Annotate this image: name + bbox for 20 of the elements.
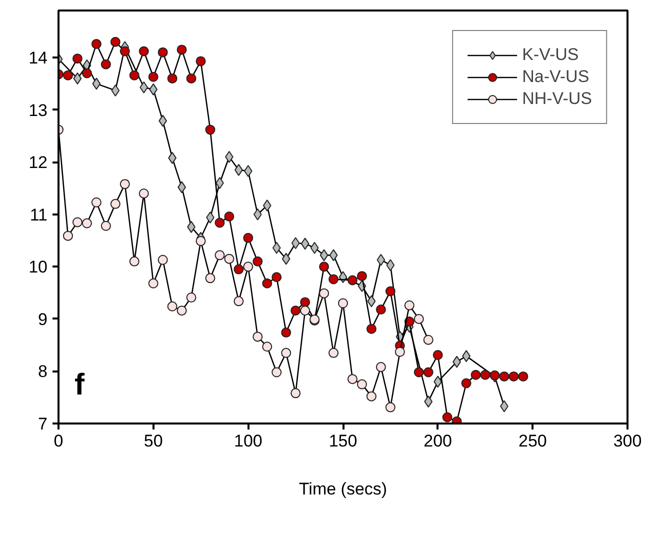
y-tick-label: 9 — [38, 310, 48, 329]
legend-label: Na-V-US — [522, 67, 590, 87]
y-tick-label: 14 — [28, 48, 48, 68]
annotation: f — [74, 368, 86, 402]
x-tick-label: 50 — [144, 432, 163, 450]
y-tick-label: 8 — [38, 362, 48, 382]
y-tick-label: 7 — [38, 414, 48, 434]
x-tick-label: 0 — [54, 432, 64, 450]
x-tick-label: 300 — [613, 432, 642, 450]
x-tick-label: 150 — [328, 432, 358, 450]
legend-label: K-V-US — [522, 45, 579, 65]
x-tick-label: 200 — [424, 432, 452, 450]
y-tick-label: 13 — [28, 100, 48, 120]
x-tick-label: 100 — [234, 432, 262, 450]
x-tick-label: 250 — [518, 432, 547, 450]
legend-label: NH-V-US — [522, 89, 592, 109]
y-tick-label: 10 — [28, 258, 48, 277]
x-axis-title: Time (secs) — [298, 480, 388, 498]
y-tick-label: 12 — [28, 153, 48, 172]
y-tick-label: 11 — [30, 205, 48, 224]
